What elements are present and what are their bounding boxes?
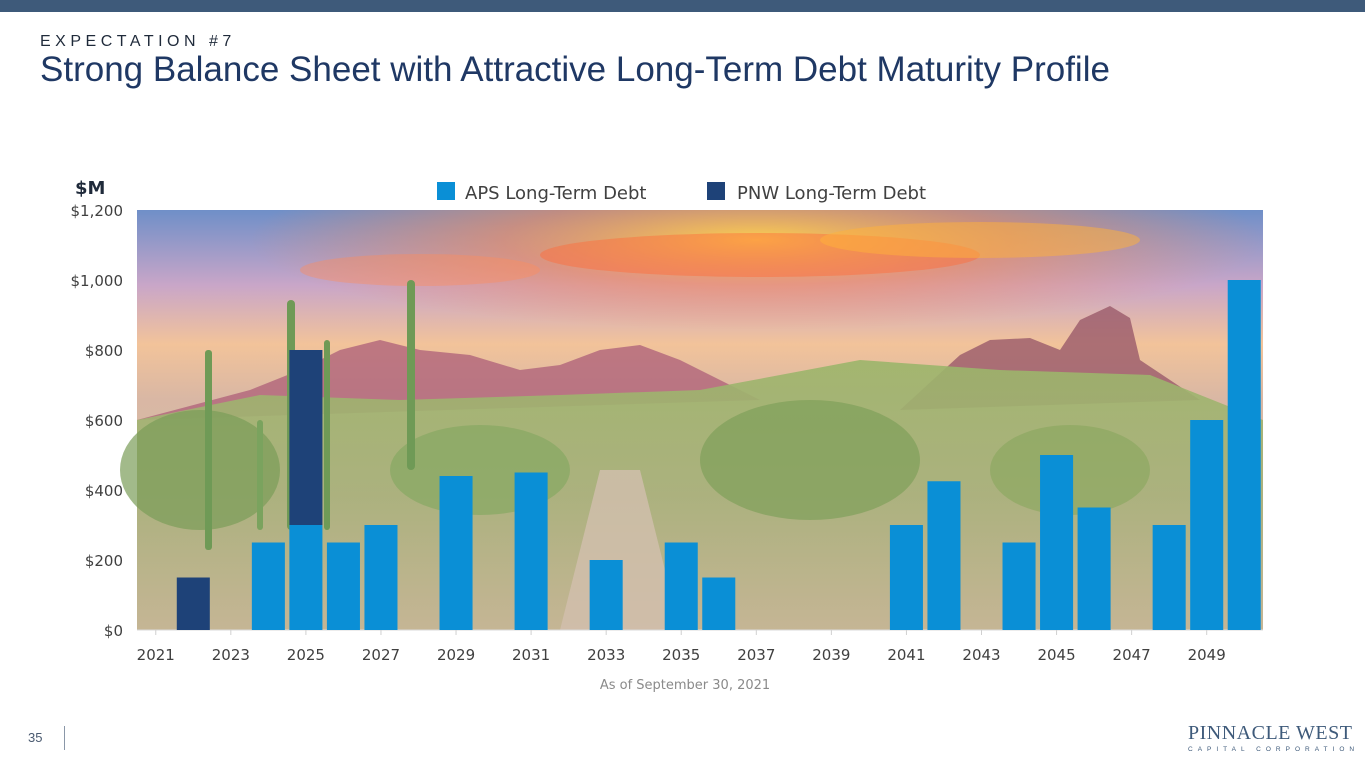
y-tick-label: $600 [85,412,123,430]
x-tick-label: 2031 [512,646,550,664]
aps-bar-2049 [1190,420,1224,630]
header-band [0,0,1365,12]
y-tick-label: $1,200 [71,202,124,220]
x-axis-ticks: 2021 2023 2025 2027 2029 2031 2033 2035 2037 2039… [137,630,1226,664]
legend-label-aps: APS Long-Term Debt [465,183,647,204]
legend: APS Long-Term Debt PNW Long-Term Debt [437,182,926,204]
x-tick-label: 2047 [1113,646,1151,664]
bar-series-group [176,280,1261,630]
y-tick-label: $0 [104,622,123,640]
y-axis-unit-label: $M [75,178,105,199]
x-tick-label: 2043 [962,646,1000,664]
as-of-note: As of September 30, 2021 [600,678,770,693]
aps-bar-2031 [514,472,548,630]
aps-bar-2045 [1040,455,1074,630]
x-tick-label: 2025 [287,646,325,664]
y-tick-label: $1,000 [71,272,124,290]
x-tick-label: 2021 [137,646,175,664]
x-tick-label: 2045 [1037,646,1075,664]
page-number: 35 [28,730,43,745]
legend-swatch-aps [437,182,455,200]
legend-swatch-pnw [707,182,725,200]
x-tick-label: 2049 [1188,646,1226,664]
aps-bar-2050 [1227,280,1261,630]
footer-divider [64,726,65,750]
aps-bar-2029 [439,476,473,630]
aps-bar-2035 [664,542,698,630]
x-tick-label: 2029 [437,646,475,664]
y-tick-label: $400 [85,482,123,500]
x-tick-label: 2035 [662,646,700,664]
x-tick-label: 2027 [362,646,400,664]
y-tick-label: $800 [85,342,123,360]
aps-bar-2042 [927,481,961,630]
x-tick-label: 2033 [587,646,625,664]
logo-subtitle: CAPITAL CORPORATION [1188,746,1360,753]
pnw-bar-2022 [176,577,210,630]
aps-bar-2027 [364,525,398,630]
y-tick-label: $200 [85,552,123,570]
section-eyebrow: EXPECTATION #7 [40,33,236,50]
pnw-bar-2025 [289,350,323,525]
x-tick-label: 2039 [812,646,850,664]
aps-bar-2048 [1152,525,1186,630]
aps-bar-2025 [289,525,323,630]
x-tick-label: 2037 [737,646,775,664]
logo-wordmark: PINNACLE WEST [1188,722,1353,744]
aps-bar-2024 [251,542,285,630]
aps-bar-2046 [1077,507,1111,630]
x-tick-label: 2041 [887,646,925,664]
aps-bar-2026 [326,542,360,630]
aps-bar-2033 [589,560,623,630]
aps-bar-2041 [889,525,923,630]
aps-bar-2044 [1002,542,1036,630]
pinnacle-west-logo: PINNACLE WEST CAPITAL CORPORATION [1188,722,1360,754]
y-axis-ticks: $0 $200 $400 $600 $800 $1,000 $1,200 [71,202,124,640]
x-tick-label: 2023 [212,646,250,664]
aps-bar-2036 [702,577,736,630]
legend-label-pnw: PNW Long-Term Debt [737,183,926,204]
page-title: Strong Balance Sheet with Attractive Lon… [40,50,1110,89]
